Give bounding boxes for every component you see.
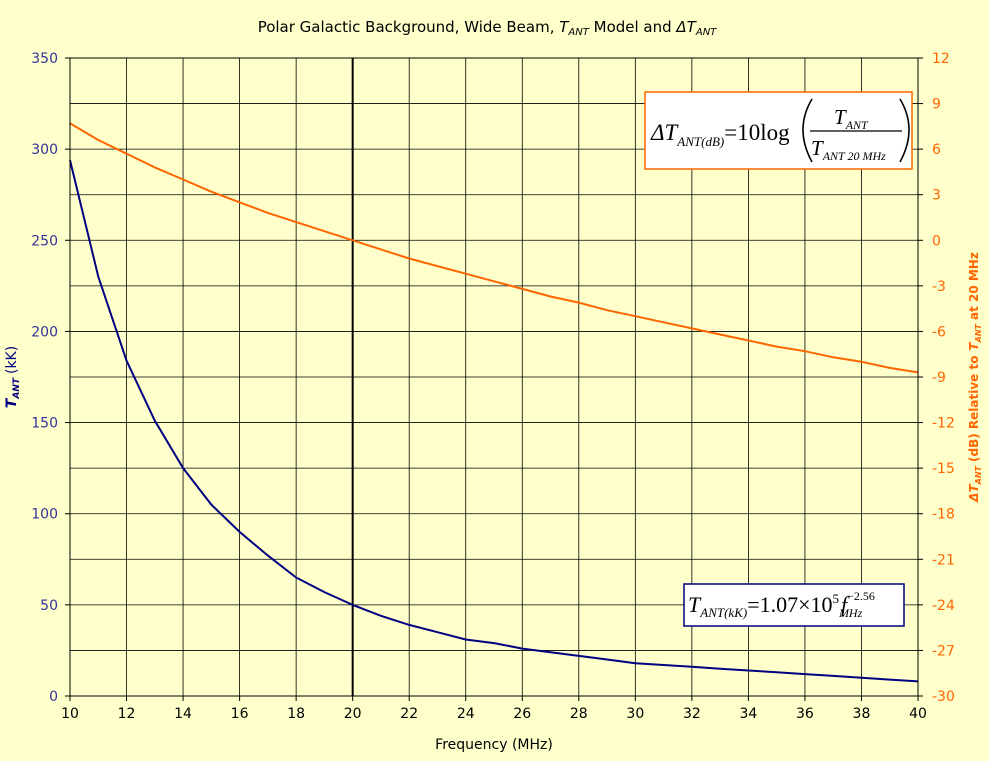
x-tick-label: 26 [513, 706, 531, 722]
x-tick-label: 12 [118, 706, 136, 722]
x-tick-label: 34 [739, 706, 757, 722]
y-left-tick-label: 0 [49, 689, 58, 705]
x-tick-label: 14 [174, 706, 192, 722]
y-right-tick-label: 12 [932, 51, 950, 67]
y-right-tick-label: -12 [932, 416, 955, 432]
x-tick-label: 30 [626, 706, 644, 722]
plot-border [69, 57, 919, 697]
x-tick-label: 28 [570, 706, 588, 722]
x-tick-label: 40 [909, 706, 927, 722]
x-tick-label: 22 [400, 706, 418, 722]
y-axis-label-right: ΔTANT(dB) Relative toTANTat 20 MHz [967, 252, 983, 503]
x-tick-label: 10 [61, 706, 79, 722]
x-tick-label: 38 [853, 706, 871, 722]
y-right-tick-label: -6 [932, 324, 946, 340]
svg-text:ΔTANT(dB)=10log: ΔTANT(dB)=10log [650, 120, 790, 149]
y-right-tick-label: -18 [932, 507, 955, 523]
y-right-tick-label: -24 [932, 598, 955, 614]
chart-title: Polar Galactic Background, Wide Beam, TA… [258, 18, 717, 38]
y-right-tick-label: 3 [932, 188, 941, 204]
series-layer [69, 122, 919, 683]
y-right-tick-label: 0 [932, 233, 941, 249]
x-axis-label: Frequency (MHz) [435, 737, 553, 753]
x-tick-label: 18 [287, 706, 305, 722]
x-tick-label: 32 [683, 706, 701, 722]
svg-text:TANT 20 MHz: TANT 20 MHz [811, 136, 886, 163]
y-left-tick-label: 250 [31, 233, 58, 249]
x-tick-label: 36 [796, 706, 814, 722]
y-left-tick-label: 350 [31, 51, 58, 67]
x-tick-label: 24 [457, 706, 475, 722]
y-right-tick-label: 6 [932, 142, 941, 158]
svg-text:TANT: TANT [834, 105, 869, 132]
x-tick-label: 16 [231, 706, 249, 722]
y-left-tick-label: 50 [40, 598, 58, 614]
y-right-tick-label: -9 [932, 370, 946, 386]
y-right-tick-label: -30 [932, 689, 955, 705]
y-right-tick-label: -15 [932, 461, 955, 477]
series-tant-line [69, 159, 919, 683]
x-tick-label: 20 [344, 706, 362, 722]
equation-delta-box: ΔTANT(dB)=10log TANT TANT 20 MHz [644, 91, 913, 170]
series-delta-tant-line [69, 122, 919, 374]
y-right-tick-label: -27 [932, 643, 955, 659]
tick-labels: 10 12 14 16 18 20 22 24 26 28 30 32 34 36 38 40-30-27-2… [31, 51, 955, 722]
equation-model-box: TANT(kK)=1.07×105f−2.56 MHz [683, 583, 905, 627]
y-axis-label-left: TANT(kK) [4, 346, 22, 408]
y-left-tick-label: 100 [31, 507, 58, 523]
y-right-tick-label: -3 [932, 279, 946, 295]
y-right-tick-label: 9 [932, 97, 941, 113]
y-left-tick-label: 200 [31, 324, 58, 340]
y-left-tick-label: 300 [31, 142, 58, 158]
y-right-tick-label: -21 [932, 552, 955, 568]
y-left-tick-label: 150 [31, 416, 58, 432]
